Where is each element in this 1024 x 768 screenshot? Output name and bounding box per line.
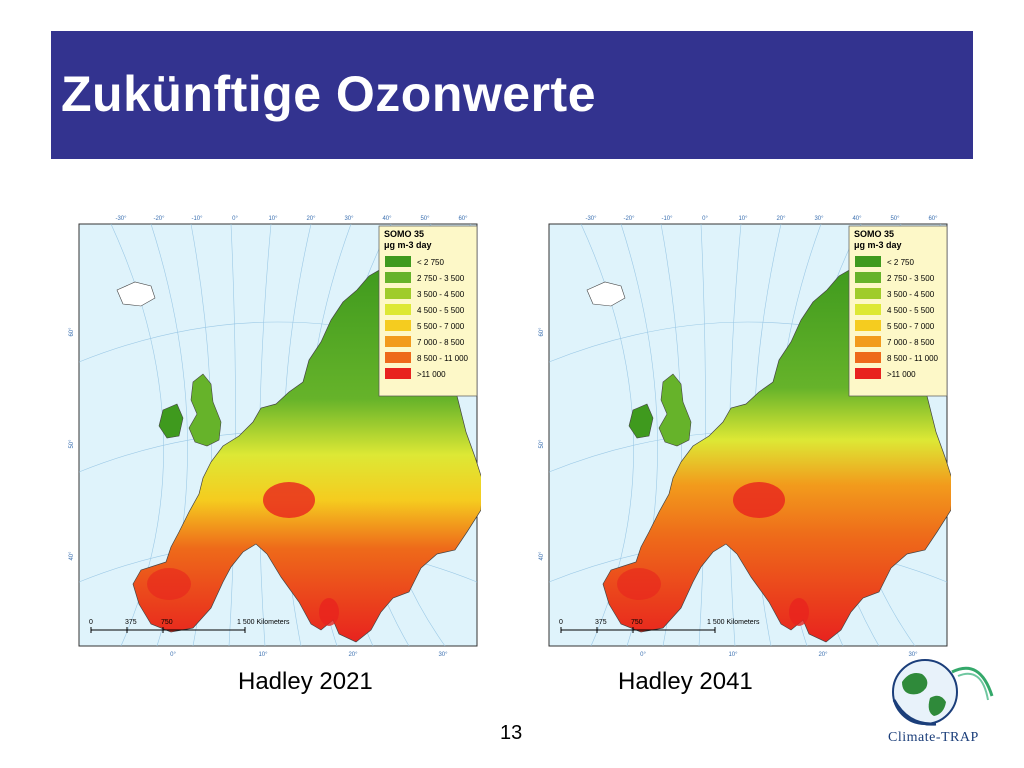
legend-swatch (385, 272, 411, 283)
legend-label: 3 500 - 4 500 (417, 290, 465, 299)
legend-unit: μg m-3 day (854, 240, 902, 250)
tick-label-top: -10° (191, 216, 203, 222)
tick-label-top: 10° (268, 216, 278, 222)
legend-label: < 2 750 (887, 258, 914, 267)
hotspot-alps (733, 482, 785, 518)
legend-label: 8 500 - 11 000 (417, 354, 469, 363)
legend-swatch (855, 256, 881, 267)
tick-label-top: 50° (420, 216, 430, 222)
tick-label-top: 0° (232, 216, 238, 222)
globe-icon (893, 660, 992, 724)
tick-label-top: 0° (702, 216, 708, 222)
tick-label-bottom: 10° (258, 652, 268, 658)
map-svg: -30° -20° -10° 0° 10° 20° 30° 40° 50° 60° 0° 10° 20°… (51, 212, 481, 660)
map-caption-2021: Hadley 2021 (238, 668, 373, 696)
hotspot-iberia (617, 568, 661, 600)
scale-label: 1 500 Kilometers (707, 619, 760, 626)
legend-swatch (855, 288, 881, 299)
scale-label: 375 (595, 619, 607, 626)
legend-label: >11 000 (887, 370, 916, 379)
legend-swatch (855, 304, 881, 315)
legend-swatch (385, 288, 411, 299)
tick-label-top: -10° (661, 216, 673, 222)
legend-label: 3 500 - 4 500 (887, 290, 935, 299)
page-number: 13 (500, 722, 522, 745)
legend-label: >11 000 (417, 370, 446, 379)
slide-title: Zukünftige Ozonwerte (61, 65, 596, 123)
legend-label: 4 500 - 5 500 (887, 306, 935, 315)
tick-label-top: 20° (306, 216, 316, 222)
legend-swatch (385, 256, 411, 267)
legend-swatch (855, 272, 881, 283)
legend-title: SOMO 35 (854, 229, 894, 239)
legend-label: 2 750 - 3 500 (417, 274, 465, 283)
tick-label-bottom: 20° (818, 652, 828, 658)
legend-title: SOMO 35 (384, 229, 424, 239)
legend-unit: μg m-3 day (384, 240, 432, 250)
legend-label: 5 500 - 7 000 (417, 322, 465, 331)
legend-label: 8 500 - 11 000 (887, 354, 939, 363)
map-caption-2041: Hadley 2041 (618, 668, 753, 696)
legend-swatch (855, 336, 881, 347)
tick-label-left: 50° (539, 439, 545, 449)
legend-swatch (855, 320, 881, 331)
legend-swatch (385, 304, 411, 315)
tick-label-top: 40° (852, 216, 862, 222)
tick-label-top: 50° (890, 216, 900, 222)
legend-swatch (385, 336, 411, 347)
legend-swatch (385, 320, 411, 331)
scale-label: 1 500 Kilometers (237, 619, 290, 626)
legend-swatch (855, 352, 881, 363)
tick-label-top: -20° (153, 216, 165, 222)
legend-swatch (855, 368, 881, 379)
tick-label-top: -30° (585, 216, 597, 222)
scale-label: 0 (89, 619, 93, 626)
tick-label-top: 60° (458, 216, 468, 222)
tick-label-bottom: 10° (728, 652, 738, 658)
tick-label-left: 50° (69, 439, 75, 449)
scale-label: 750 (631, 619, 643, 626)
tick-label-left: 60° (69, 327, 75, 337)
tick-label-top: 20° (776, 216, 786, 222)
tick-label-top: 30° (814, 216, 824, 222)
scale-label: 0 (559, 619, 563, 626)
legend-swatch (385, 352, 411, 363)
tick-label-top: -20° (623, 216, 635, 222)
tick-label-top: 10° (738, 216, 748, 222)
hotspot-italy (789, 598, 809, 626)
legend-label: 5 500 - 7 000 (887, 322, 935, 331)
tick-label-top: 40° (382, 216, 392, 222)
hotspot-alps (263, 482, 315, 518)
hotspot-italy (319, 598, 339, 626)
tick-label-top: 30° (344, 216, 354, 222)
ozone-map-2041: -30° -20° -10° 0° 10° 20° 30° 40° 50° 60° 0° 10° 20°… (521, 212, 951, 660)
logo-text: Climate-TRAP (888, 730, 979, 746)
tick-label-bottom: 0° (640, 652, 646, 658)
legend-label: 2 750 - 3 500 (887, 274, 935, 283)
tick-label-left: 40° (69, 551, 75, 561)
tick-label-bottom: 30° (438, 652, 448, 658)
hotspot-iberia (147, 568, 191, 600)
legend-swatch (385, 368, 411, 379)
legend-label: 4 500 - 5 500 (417, 306, 465, 315)
legend-label: 7 000 - 8 500 (417, 338, 465, 347)
map-svg: -30° -20° -10° 0° 10° 20° 30° 40° 50° 60° 0° 10° 20°… (521, 212, 951, 660)
tick-label-left: 40° (539, 551, 545, 561)
title-bar: Zukünftige Ozonwerte (51, 31, 973, 159)
tick-label-left: 60° (539, 327, 545, 337)
scale-label: 375 (125, 619, 137, 626)
scale-label: 750 (161, 619, 173, 626)
tick-label-bottom: 20° (348, 652, 358, 658)
legend-label: 7 000 - 8 500 (887, 338, 935, 347)
tick-label-top: -30° (115, 216, 127, 222)
tick-label-top: 60° (928, 216, 938, 222)
legend-label: < 2 750 (417, 258, 444, 267)
ozone-map-2021: -30° -20° -10° 0° 10° 20° 30° 40° 50° 60° 0° 10° 20°… (51, 212, 481, 660)
tick-label-bottom: 0° (170, 652, 176, 658)
